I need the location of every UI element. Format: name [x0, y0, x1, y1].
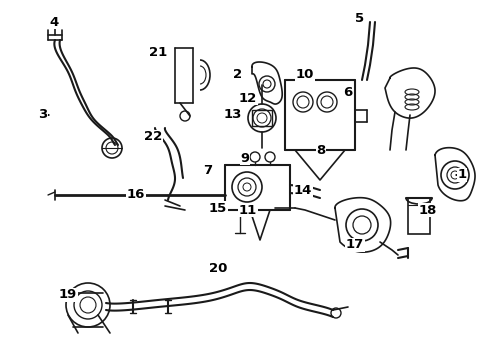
Text: 21: 21 [148, 45, 167, 58]
Text: 4: 4 [49, 15, 59, 28]
Text: 18: 18 [418, 203, 436, 216]
Bar [407, 198, 429, 234]
Text: 11: 11 [238, 203, 257, 216]
Text: 1: 1 [456, 168, 466, 181]
Text: 12: 12 [238, 91, 257, 104]
Text: 13: 13 [224, 108, 242, 122]
Text: 3: 3 [38, 108, 47, 122]
Text: 8: 8 [316, 144, 325, 157]
Bar [251, 110, 271, 126]
Text: 9: 9 [240, 152, 249, 165]
Text: 15: 15 [208, 202, 226, 215]
Text: 22: 22 [143, 130, 162, 144]
Text: 16: 16 [126, 189, 145, 202]
Text: 6: 6 [343, 86, 352, 99]
Text: 7: 7 [203, 163, 212, 176]
Text: 14: 14 [293, 184, 311, 197]
Text: 5: 5 [355, 12, 364, 24]
Text: 10: 10 [295, 68, 314, 81]
Text: 19: 19 [59, 288, 77, 302]
Text: 20: 20 [208, 261, 227, 274]
Text: 17: 17 [345, 238, 364, 252]
Text: 2: 2 [233, 68, 242, 81]
